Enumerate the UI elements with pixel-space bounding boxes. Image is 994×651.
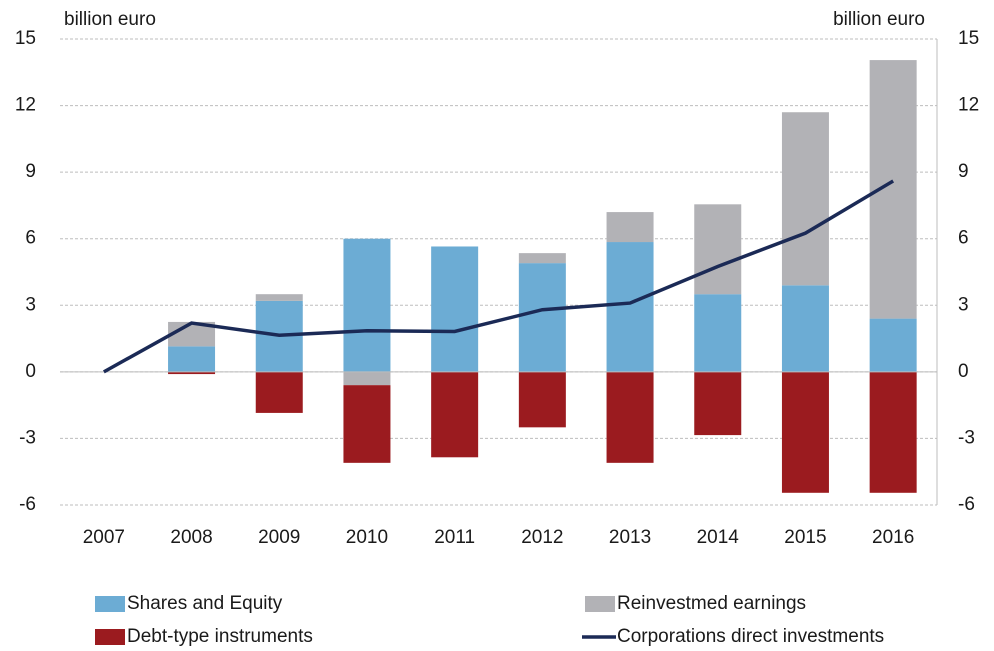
x-tick-label: 2007 (83, 527, 125, 548)
y2-tick-label: 15 (958, 28, 979, 49)
y-tick-label: 0 (25, 361, 36, 382)
y2-tick-label: 6 (958, 228, 969, 249)
y2-tick-label: 3 (958, 294, 969, 315)
bar (343, 385, 391, 463)
line (102, 179, 895, 374)
legend-label: Reinvestmed earnings (617, 593, 806, 614)
bar (255, 294, 303, 301)
bar (781, 112, 829, 286)
x-tick-label: 2016 (872, 527, 914, 548)
legend-label: Shares and Equity (127, 593, 283, 614)
bar (518, 253, 566, 264)
bar (255, 371, 303, 413)
x-tick-label: 2008 (170, 527, 212, 548)
y-tick-label: -6 (19, 494, 36, 515)
bar (694, 204, 742, 295)
bar (869, 371, 917, 493)
legend-swatch (95, 596, 125, 612)
bar (168, 346, 216, 372)
bar (343, 238, 391, 372)
y-tick-label: -3 (19, 427, 36, 448)
y-axis-label: billion euro (64, 9, 156, 30)
x-tick-label: 2012 (521, 527, 563, 548)
x-tick-label: 2010 (346, 527, 388, 548)
legend-label: Debt-type instruments (127, 626, 313, 647)
y-tick-label: 6 (25, 228, 36, 249)
bar (781, 371, 829, 493)
y2-tick-label: 9 (958, 161, 969, 182)
x-tick-label: 2011 (434, 527, 475, 548)
bar (869, 318, 917, 372)
y-tick-label: 3 (25, 294, 36, 315)
legend-label: Corporations direct investments (617, 626, 884, 647)
y-tick-label: 15 (15, 28, 36, 49)
bar (343, 371, 391, 386)
bar (694, 371, 742, 436)
y2-axis-label: billion euro (833, 9, 925, 30)
bar (781, 285, 829, 372)
x-tick-label: 2015 (784, 527, 826, 548)
y-tick-label: 12 (15, 95, 36, 116)
legend-swatch (585, 596, 615, 612)
bar (431, 246, 479, 372)
y2-tick-label: -3 (958, 427, 975, 448)
y-tick-label: 9 (25, 161, 36, 182)
bar (518, 371, 566, 428)
bar (606, 371, 654, 463)
bar (694, 294, 742, 372)
bar (518, 263, 566, 372)
bar (606, 212, 654, 243)
legend-swatch (95, 629, 125, 645)
x-tick-label: 2014 (697, 527, 740, 548)
y2-tick-label: 0 (958, 361, 969, 382)
bar (168, 371, 216, 375)
bar (606, 242, 654, 372)
bar (431, 371, 479, 458)
x-tick-label: 2009 (258, 527, 300, 548)
y2-tick-label: -6 (958, 494, 975, 515)
y2-tick-label: 12 (958, 95, 979, 116)
x-tick-label: 2013 (609, 527, 651, 548)
